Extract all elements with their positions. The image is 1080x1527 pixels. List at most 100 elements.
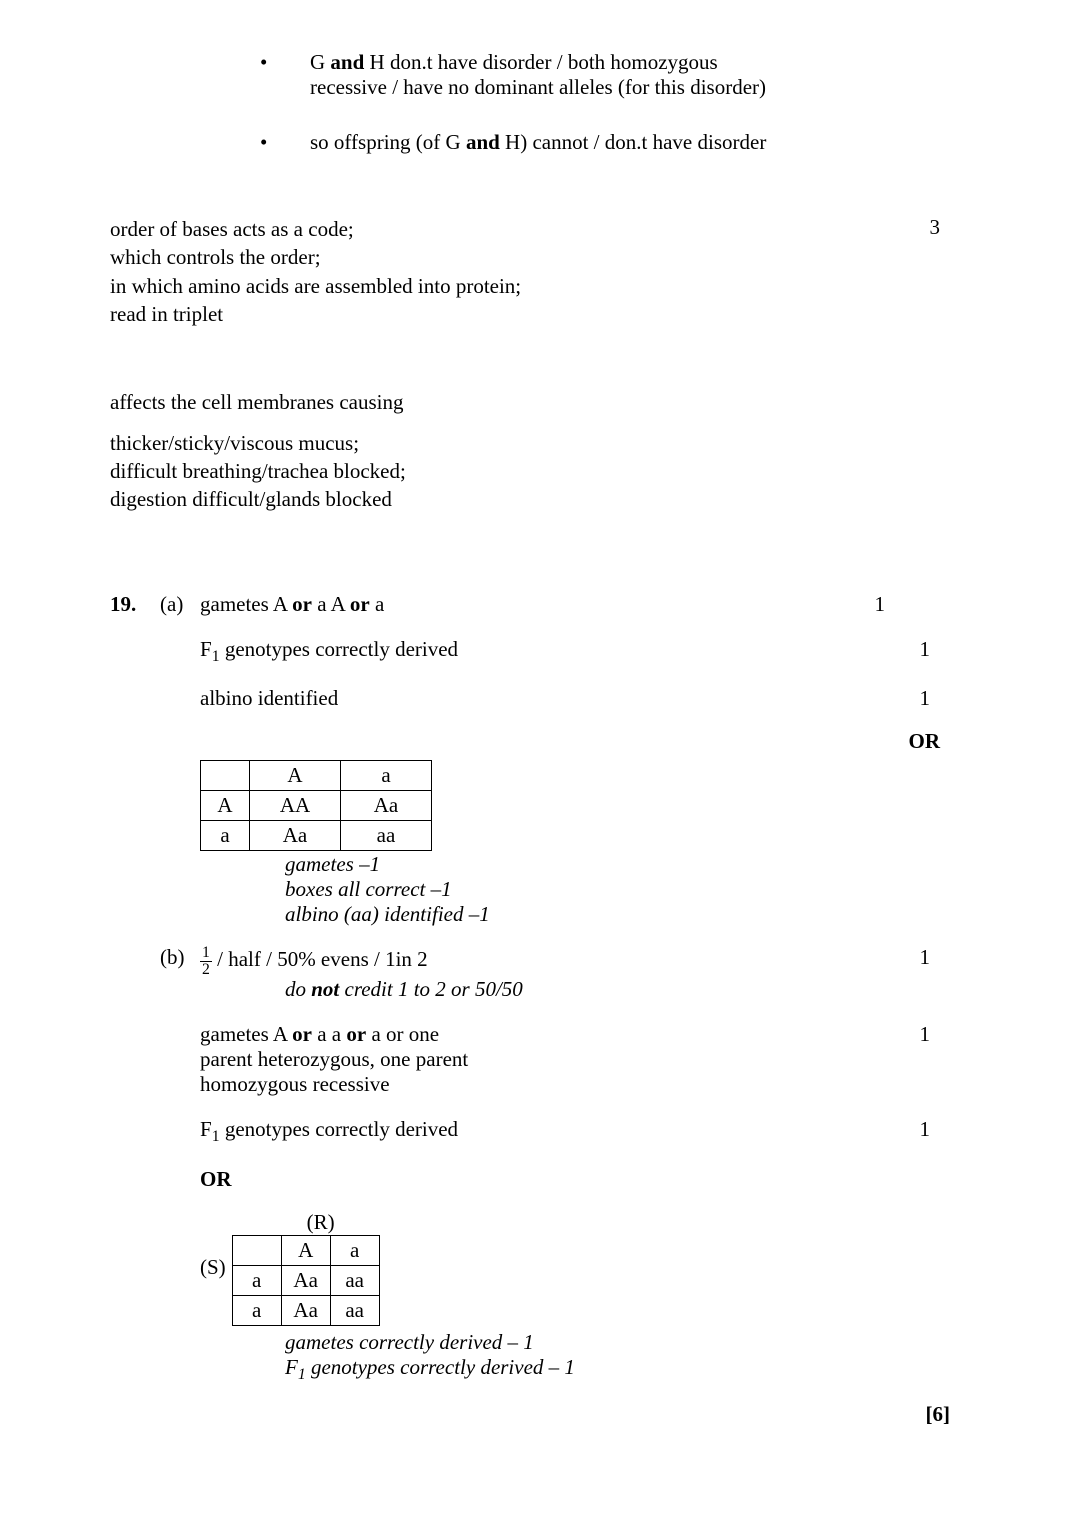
text-bold: or (350, 592, 370, 616)
text: gametes –1 (285, 852, 990, 877)
mark: 1 (920, 1117, 931, 1142)
header-label: (R) (262, 1210, 380, 1235)
bullet-item: • G and H don.t have disorder / both hom… (260, 50, 930, 100)
bullet-text: G and H don.t have disorder / both homoz… (310, 50, 790, 100)
text: H don.t have disorder / both homozygous … (310, 50, 766, 99)
text: boxes all correct –1 (285, 877, 990, 902)
cell: Aa (281, 1265, 330, 1295)
top-bullets-block: • G and H don.t have disorder / both hom… (200, 50, 930, 155)
text: gametes correctly derived – 1 (285, 1330, 990, 1355)
or-label: OR (110, 729, 990, 754)
punnett-table: A a a Aa aa a Aa aa (232, 1235, 380, 1326)
subscript: 1 (298, 1366, 306, 1383)
answer-text: gametes A or a A or a (200, 592, 990, 617)
mark: 1 (875, 592, 886, 617)
text-line: in which amino acids are assembled into … (110, 272, 990, 300)
q19b-or: OR (110, 1167, 990, 1192)
text: a (370, 592, 385, 616)
cell: Aa (250, 820, 341, 850)
q19b-row2: gametes A or a a or a or one parent hete… (110, 1022, 990, 1097)
fraction: 12 (200, 945, 212, 978)
mark: 1 (920, 686, 931, 711)
text-bold: and (330, 50, 364, 74)
text: gametes A (200, 1022, 292, 1046)
subscript: 1 (212, 648, 220, 665)
mark: 1 (920, 1022, 931, 1047)
bullet-item: • so offspring (of G and H) cannot / don… (260, 130, 930, 155)
cell: a (232, 1295, 281, 1325)
q19b-row1: (b) 12 / half / 50% evens / 1in 2 do not… (110, 945, 990, 1003)
text-line: difficult breathing/trachea blocked; (110, 457, 990, 485)
text: H) cannot / don.t have disorder (500, 130, 767, 154)
text-bold: or (292, 592, 312, 616)
question-number: 19. (110, 592, 160, 617)
denominator: 2 (200, 962, 212, 978)
cell: aa (330, 1265, 379, 1295)
note-line: do not credit 1 to 2 or 50/50 (285, 977, 990, 1002)
text-line: digestion difficult/glands blocked (110, 485, 990, 513)
text: homozygous recessive (200, 1072, 500, 1097)
punnett-container: A a A AA Aa a Aa aa gametes –1 (200, 760, 990, 927)
note-line: gametes –1 boxes all correct –1 albino (… (285, 852, 990, 927)
cell: a (232, 1265, 281, 1295)
punnett-block-2: (S) (R) A a a Aa aa (110, 1210, 990, 1384)
mark: 1 (920, 945, 931, 970)
text: gametes A (200, 592, 292, 616)
note-line: gametes correctly derived – 1 F1 genotyp… (285, 1330, 990, 1384)
mark: 1 (920, 637, 931, 662)
text-line: order of bases acts as a code; (110, 215, 990, 243)
part-label: (a) (160, 592, 200, 617)
text: credit 1 to 2 or 50/50 (339, 977, 523, 1001)
answer-text: 12 / half / 50% evens / 1in 2 do not cre… (200, 945, 990, 1003)
text-bold: OR (909, 729, 941, 753)
bullet-text: so offspring (of G and H) cannot / don.t… (310, 130, 830, 155)
q19b-row3: F1 genotypes correctly derived 1 (110, 1117, 990, 1146)
cell: A (281, 1235, 330, 1265)
part-label: (b) (160, 945, 200, 970)
cell: a (330, 1235, 379, 1265)
punnett-table: A a A AA Aa a Aa aa (200, 760, 432, 851)
cell: aa (341, 820, 432, 850)
text-bold: and (466, 130, 500, 154)
answer-text: F1 genotypes correctly derived (200, 637, 990, 666)
text: / half / 50% evens / 1in 2 (217, 947, 428, 971)
text: genotypes correctly derived – 1 (306, 1355, 575, 1379)
text-bold: OR (200, 1167, 990, 1192)
text: F1 genotypes correctly derived – 1 (285, 1355, 990, 1384)
punnett-block-1: A a A AA Aa a Aa aa gametes –1 (110, 760, 990, 927)
text: parent heterozygous, one parent (200, 1047, 500, 1072)
cell (232, 1235, 281, 1265)
answer-text: gametes A or a a or a or one parent hete… (200, 1022, 500, 1097)
text-line: read in triplet (110, 300, 990, 328)
text-line: which controls the order; (110, 243, 990, 271)
text: G (310, 50, 330, 74)
text: albino (aa) identified –1 (285, 902, 990, 927)
membrane-block: affects the cell membranes causing thick… (110, 388, 990, 513)
q19a-row3: albino identified 1 (110, 686, 990, 711)
answer-text: F1 genotypes correctly derived (200, 1117, 990, 1146)
bullet-marker: • (260, 50, 310, 100)
punnett-container: (S) (R) A a a Aa aa (200, 1210, 990, 1384)
question-19: 19. (a) gametes A or a A or a 1 F1 genot… (110, 592, 990, 1427)
text: a or one (366, 1022, 439, 1046)
answer-text: albino identified (200, 686, 990, 711)
text: a A (312, 592, 350, 616)
side-label: (S) (200, 1255, 226, 1280)
code-block: 3 order of bases acts as a code; which c… (110, 215, 990, 328)
text: a a (312, 1022, 346, 1046)
text-bold: not (311, 977, 339, 1001)
text-bold: or (292, 1022, 312, 1046)
text: F (200, 637, 212, 661)
text-bold: or (346, 1022, 366, 1046)
text-line: thicker/sticky/viscous mucus; (110, 429, 990, 457)
mark: 3 (930, 215, 941, 240)
cell: Aa (281, 1295, 330, 1325)
cell: a (341, 760, 432, 790)
numerator: 1 (200, 945, 212, 962)
q19a-row2: F1 genotypes correctly derived 1 (110, 637, 990, 666)
cell: A (250, 760, 341, 790)
text-line: affects the cell membranes causing (110, 388, 990, 416)
text: do (285, 977, 311, 1001)
text: genotypes correctly derived (220, 637, 459, 661)
text: F (285, 1355, 298, 1379)
